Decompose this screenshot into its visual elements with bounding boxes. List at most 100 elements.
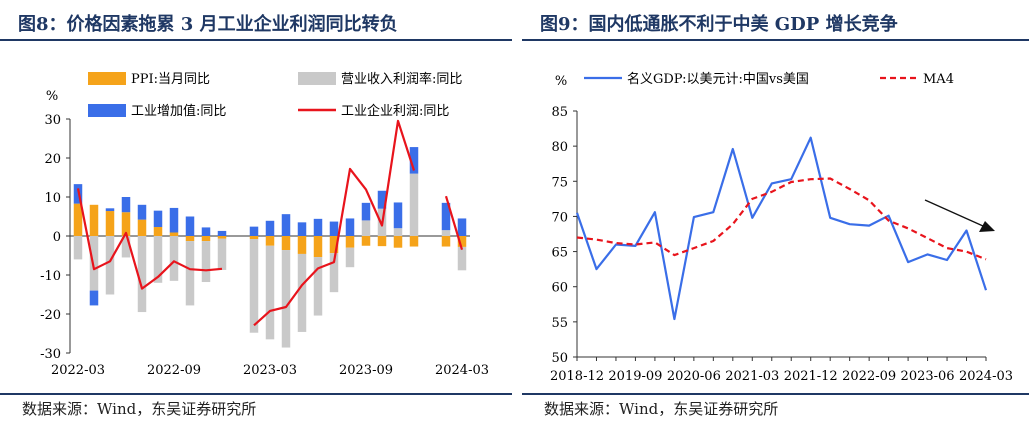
left-bar-1 [457,246,467,271]
left-bar-1 [297,253,307,332]
right-y-tick-label: 80 [551,140,568,155]
left-y-tick-label: 20 [44,152,61,167]
left-bar-0 [361,236,371,246]
left-bar-0 [441,236,451,247]
left-bar-2 [297,222,307,236]
left-legend-label-0: PPI:当月同比 [131,72,210,87]
right-y-unit-label: % [555,74,567,89]
left-bar-1 [265,245,275,340]
left-bar-0 [377,236,387,247]
left-legend-swatch-0 [88,72,126,85]
right-series-line-0 [575,136,988,321]
left-bar-1 [137,236,147,313]
left-bar-2 [457,218,467,236]
right-legend-label-0: 名义GDP:以美元计:中国vs美国 [627,71,809,87]
left-y-tick-label: -30 [40,347,61,362]
left-bar-2 [329,221,339,236]
right-x-tick-label: 2022-09 [842,369,896,384]
right-chart-panel: 图9：国内低通胀不利于中美 GDP 增长竞争 50 55 60 65 70 75 80 85%… [522,0,1035,426]
left-y-tick-label: 0 [53,230,61,245]
left-bar-2 [153,210,163,228]
left-bar-0 [105,211,115,236]
left-bar-2 [169,207,179,233]
right-y-tick-label: 70 [551,210,568,225]
left-bar-2 [89,290,99,306]
left-bar-2 [201,227,211,236]
left-bar-2 [105,208,115,212]
left-bar-0 [409,236,419,247]
right-x-tick-label: 2018-12 [550,369,604,384]
left-bar-1 [217,238,227,270]
left-chart-source: 数据来源：Wind，东吴证券研究所 [22,400,257,418]
right-chart-svg: 50 55 60 65 70 75 80 85% 2018-12 2019-09 2020-06 20… [550,71,1013,384]
left-bar-0 [393,236,403,248]
left-bar-1 [185,241,195,306]
left-bar-2 [377,190,387,209]
left-bar-2 [361,202,371,221]
right-x-tick-label: 2023-06 [901,369,955,384]
left-bar-1 [73,236,83,260]
right-y-tick-label: 75 [551,175,568,190]
left-bar-0 [169,232,179,236]
left-bar-0 [313,236,323,258]
right-x-tick-label: 2021-03 [725,369,779,384]
left-bar-2 [281,214,291,236]
right-y-tick-label: 65 [551,246,568,261]
right-y-tick-label: 50 [551,351,568,366]
right-series-line-1 [576,177,987,261]
left-bar-1 [121,236,131,258]
left-legend-label-2: 工业增加值:同比 [131,103,226,119]
left-chart-svg: -30 -20 -10 0 10 20 30% 2022-03 2022-09 2023-03 20… [40,71,489,378]
left-legend-label-3: 工业企业利润:同比 [341,103,449,119]
left-bar-2 [265,220,275,236]
right-title-rule [522,39,1029,41]
left-legend-swatch-2 [88,104,126,117]
right-x-tick-label: 2020-06 [667,369,721,384]
left-y-tick-label: 10 [44,191,61,206]
left-x-tick-label: 2022-09 [147,363,201,378]
left-bar-2 [121,197,131,213]
right-trend-arrow-shaft [924,199,984,227]
left-bar-1 [201,241,211,283]
left-bar-2 [393,202,403,229]
left-bar-0 [89,204,99,236]
right-source-rule [522,393,1029,395]
left-bar-2 [409,147,419,174]
left-bar-0 [329,236,339,254]
left-bar-0 [185,236,195,242]
left-y-tick-label: -10 [40,269,61,284]
right-x-tick-label: 2024-03 [959,369,1013,384]
left-bar-1 [441,230,451,236]
left-bar-2 [137,204,147,220]
right-y-tick-label: 85 [551,105,568,120]
left-title-rule [0,39,512,41]
left-bar-1 [281,250,291,348]
left-bar-0 [137,219,147,236]
left-bar-2 [217,230,227,236]
left-bar-0 [281,236,291,251]
left-bar-2 [185,216,195,236]
left-bar-0 [457,236,467,247]
right-trend-arrow-head [979,221,995,232]
right-x-tick-label: 2019-09 [608,369,662,384]
right-y-tick-label: 55 [551,316,568,331]
left-bar-0 [153,227,163,236]
left-bar-0 [249,236,259,240]
left-x-tick-label: 2023-09 [339,363,393,378]
left-bar-0 [73,203,83,236]
left-bar-1 [105,236,115,295]
left-bar-1 [393,228,403,236]
right-y-tick-label: 60 [551,281,568,296]
left-chart-title: 图8：价格因素拖累 3 月工业企业利润同比转负 [18,14,398,35]
left-source-rule [0,393,512,395]
right-legend-label-1: MA4 [923,72,954,87]
left-legend-label-1: 营业收入利润率:同比 [341,71,462,87]
left-y-tick-label: 30 [44,113,61,128]
left-bar-1 [329,253,339,293]
left-bar-2 [313,218,323,236]
left-bar-0 [217,236,227,239]
left-bar-2 [345,218,355,236]
left-bar-2 [441,202,451,231]
left-bar-2 [249,226,259,236]
left-x-tick-label: 2023-03 [243,363,297,378]
